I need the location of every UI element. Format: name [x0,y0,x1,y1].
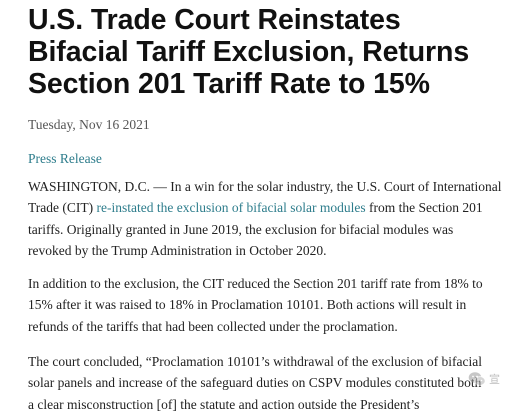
headline-line: Section 201 Tariff Rate to 15% [28,68,430,100]
text-line: tariffs. Originally granted in June 2019… [28,221,454,237]
text-line: In addition to the exclusion, the CIT re… [28,276,483,292]
watermark: 宣 [468,368,514,390]
category-link[interactable]: Press Release [28,151,102,166]
paragraph-3: The court concluded, “Proclamation 10101… [28,351,506,415]
headline-line: Bifacial Tariff Exclusion, Returns [28,36,470,68]
text-line: refunds of the tariffs that had been col… [28,318,398,334]
text-line: a clear misconstruction [of] the statute… [28,396,420,412]
bifacial-exclusion-link[interactable]: re-instated the exclusion of bifacial so… [96,200,366,216]
text-fragment: from the Section 201 [365,200,483,216]
text-line: The court concluded, “Proclamation 10101… [28,354,482,370]
wechat-icon [468,371,486,387]
paragraph-1: WASHINGTON, D.C. — In a win for the sola… [28,176,506,261]
text-line: 15% after it was raised to 18% in Procla… [28,297,467,313]
article: U.S. Trade Court Reinstates Bifacial Tar… [28,4,506,415]
paragraph-2: In addition to the exclusion, the CIT re… [28,273,506,337]
text-line: WASHINGTON, D.C. — In a win for the sola… [28,179,502,194]
text-line: solar panels and increase of the safegua… [28,375,482,391]
article-headline: U.S. Trade Court Reinstates Bifacial Tar… [28,4,506,100]
text-line: Trade (CIT) re-instated the exclusion of… [28,197,506,218]
watermark-text: 宣 [489,373,500,386]
headline-line: U.S. Trade Court Reinstates [28,4,401,36]
text-line: revoked by the Trump Administration in O… [28,242,327,258]
publish-date: Tuesday, Nov 16 2021 [28,117,150,132]
text-fragment: Trade (CIT) [28,200,97,216]
